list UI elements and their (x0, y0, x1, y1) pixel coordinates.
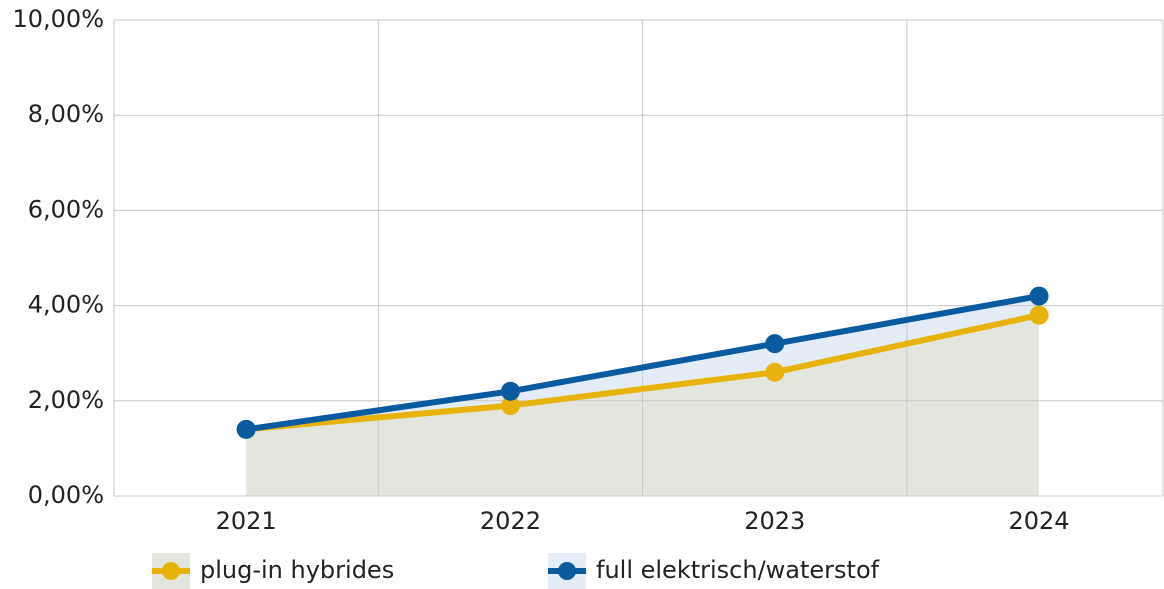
y-tick-label: 2,00% (28, 386, 104, 414)
y-tick-label: 0,00% (28, 481, 104, 509)
point (1029, 305, 1049, 325)
x-tick-label: 2021 (216, 507, 277, 535)
point (765, 334, 785, 354)
legend-label: plug-in hybrides (200, 556, 394, 584)
y-tick-label: 6,00% (28, 195, 104, 223)
point (236, 419, 256, 439)
x-tick-label: 2022 (480, 507, 541, 535)
legend-swatch-dot (162, 562, 180, 580)
point (1029, 286, 1049, 306)
legend-swatch-dot (558, 562, 576, 580)
y-tick-label: 8,00% (28, 100, 104, 128)
y-tick-label: 4,00% (28, 291, 104, 319)
line (245, 312, 1040, 433)
point (500, 381, 520, 401)
y-tick-label: 10,00% (12, 5, 104, 33)
point (500, 396, 520, 416)
x-tick-label: 2023 (744, 507, 805, 535)
legend-label: full elektrisch/waterstof (596, 556, 880, 584)
line (245, 293, 1040, 433)
point (765, 362, 785, 382)
x-tick-label: 2024 (1009, 507, 1070, 535)
